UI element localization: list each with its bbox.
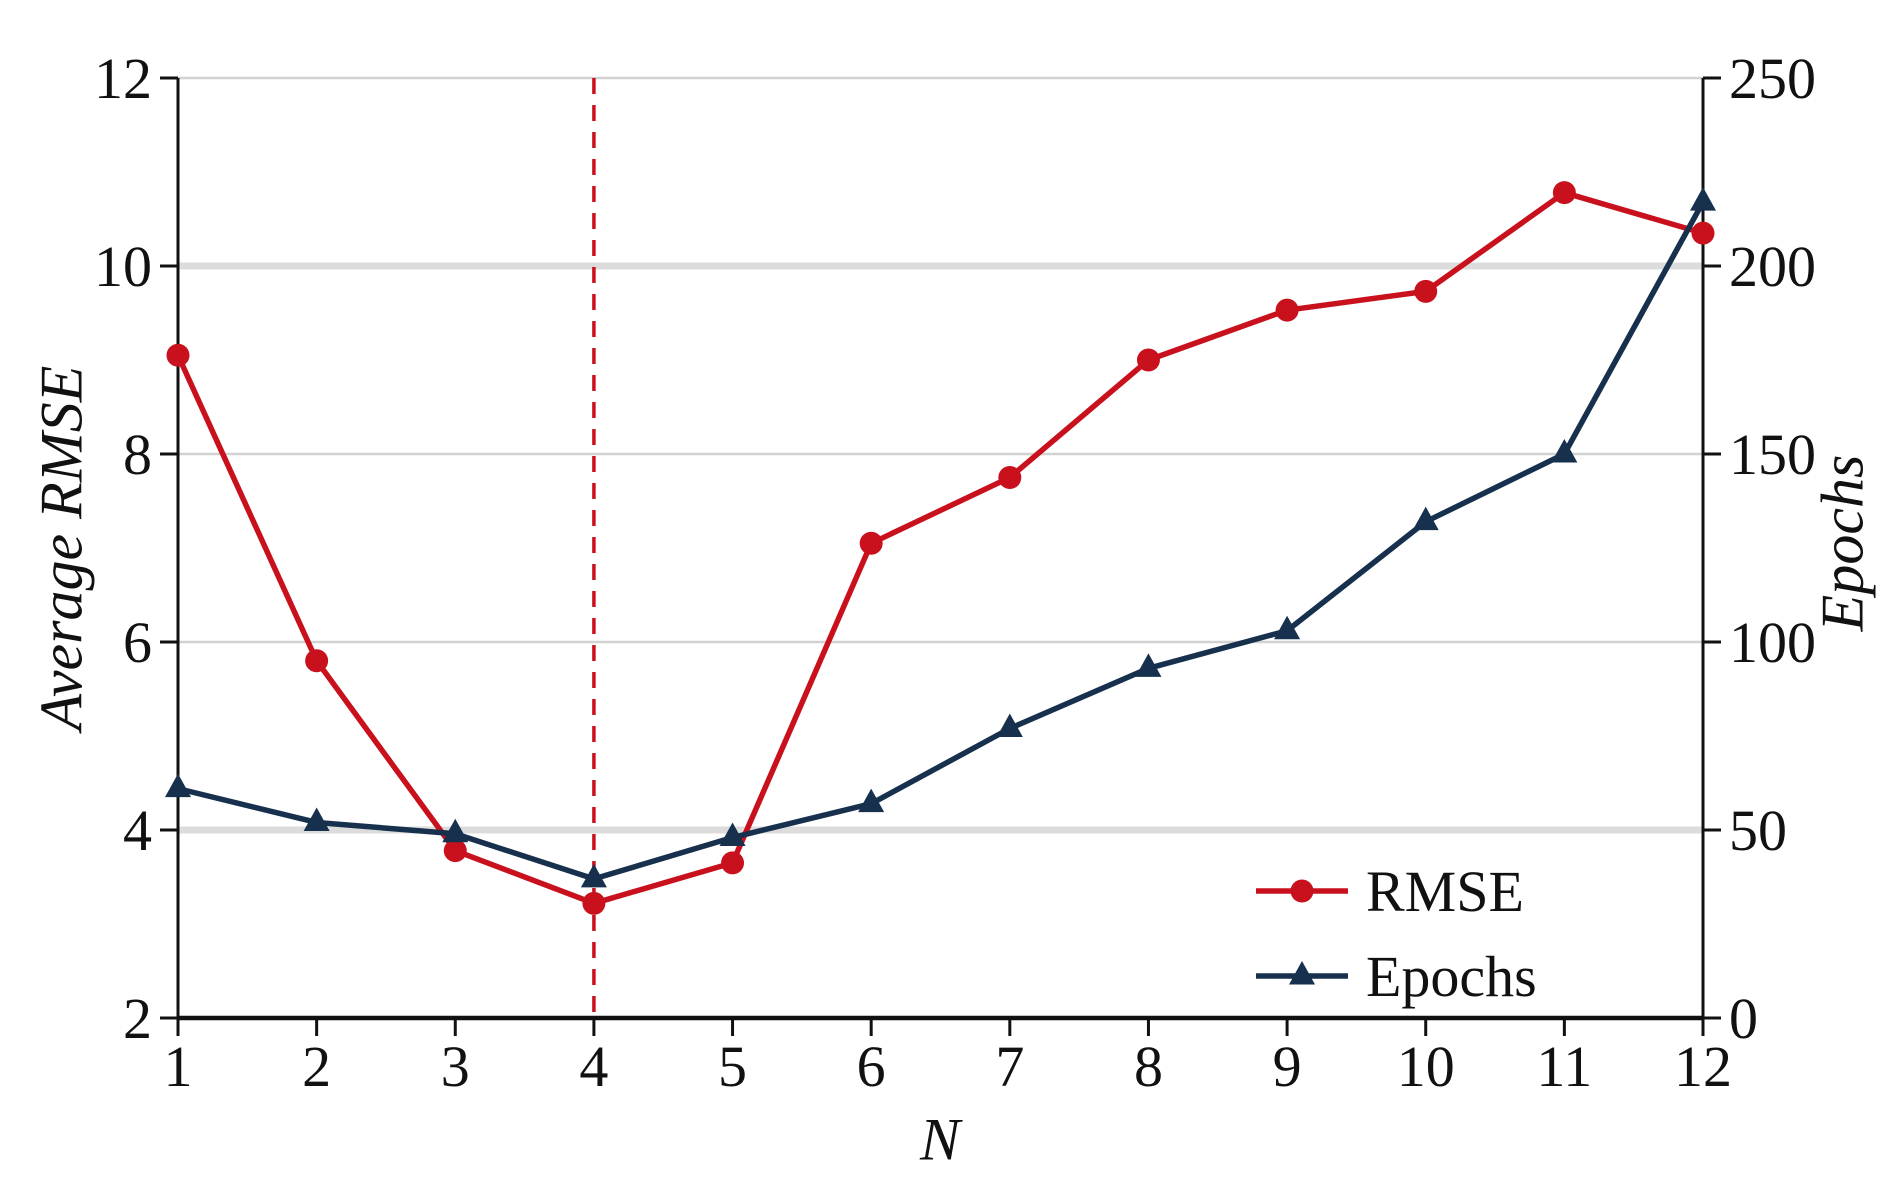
y-axis-label-left: Average RMSE: [28, 365, 95, 731]
epochs-marker: [719, 822, 746, 847]
rmse-marker: [443, 839, 467, 863]
left-axis-tick-label: 12: [94, 46, 152, 111]
right-axis-tick-label: 250: [1729, 46, 1816, 111]
epochs-line: [175, 199, 1706, 882]
epochs-marker: [996, 713, 1023, 737]
x-axis-label: N: [919, 1106, 961, 1173]
left-axis-tick-label: 6: [123, 610, 152, 675]
legend-triangle-marker-icon: [1289, 961, 1315, 985]
epochs-marker: [442, 818, 469, 843]
epochs-marker: [1135, 653, 1162, 677]
x-axis-tick-label: 3: [441, 1034, 470, 1099]
right-axis-tick-label: 150: [1729, 422, 1816, 487]
x-axis-tick-label: 9: [1273, 1034, 1302, 1099]
epochs-marker: [580, 863, 607, 888]
rmse-marker: [1414, 279, 1438, 303]
epochs-marker: [1274, 615, 1301, 640]
right-axis-tick-label: 200: [1729, 234, 1816, 299]
rmse-marker: [721, 851, 745, 875]
left-axis-tick-label: 10: [94, 234, 152, 299]
x-axis-tick-label: 11: [1536, 1034, 1592, 1099]
epochs-marker: [165, 773, 191, 798]
right-axis-tick-label: 0: [1729, 986, 1758, 1051]
rmse-marker: [859, 531, 883, 555]
x-axis-tick-label: 8: [1134, 1034, 1163, 1099]
rmse-marker: [1136, 348, 1160, 372]
right-axis-tick-label: 50: [1729, 798, 1787, 863]
epochs-marker: [1690, 187, 1716, 211]
legend-circle-marker-icon: [1290, 879, 1314, 903]
rmse-marker: [998, 466, 1022, 489]
x-axis-tick-label: 6: [857, 1034, 886, 1099]
epochs-marker: [1412, 506, 1439, 531]
left-axis-tick-label: 8: [123, 422, 152, 487]
rmse-marker: [1275, 298, 1299, 322]
left-axis-tick-label: 4: [123, 798, 152, 863]
x-axis-tick-label: 4: [579, 1034, 608, 1099]
x-axis-tick-label: 10: [1397, 1034, 1455, 1099]
rmse-line: [175, 189, 1706, 907]
y-axis-label-right: Epochs: [1809, 454, 1876, 632]
x-axis-tick-label: 5: [718, 1034, 747, 1099]
rmse-marker: [305, 649, 329, 673]
epochs-marker: [858, 788, 885, 813]
rmse-marker: [582, 891, 606, 915]
rmse-marker: [1691, 221, 1715, 245]
rmse-marker: [1552, 181, 1576, 205]
legend-label: Epochs: [1366, 944, 1537, 1009]
x-axis-tick-label: 7: [995, 1034, 1024, 1099]
right-axis-tick-label: 100: [1729, 610, 1816, 675]
rmse-marker: [166, 343, 190, 367]
x-axis-tick-label: 12: [1674, 1034, 1732, 1099]
left-axis-tick-label: 2: [123, 986, 152, 1051]
epochs-marker: [303, 807, 330, 831]
x-axis-tick-label: 1: [164, 1034, 193, 1099]
epochs-marker: [1551, 439, 1578, 463]
legend-label: RMSE: [1366, 859, 1524, 924]
x-axis-tick-label: 2: [302, 1034, 331, 1099]
